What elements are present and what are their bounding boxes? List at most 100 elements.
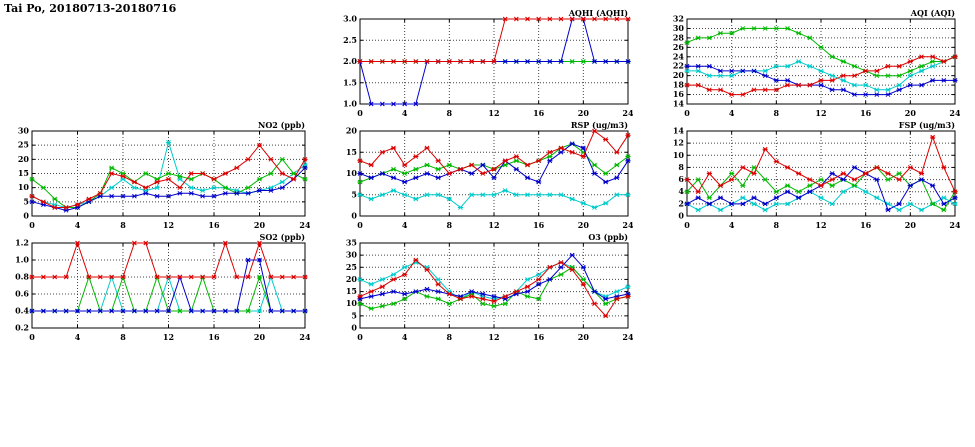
o3-chart-canvas: 0 5 10 15 20 25 30 35 0 4 8 12 16 20 24 O3 (ppb) [346,232,634,342]
aqi-ytick-label: 14 [673,99,685,109]
aqi-xtick-label: 4 [729,108,735,118]
rsp-xtick-label: 12 [488,220,499,230]
o3-ytick-label: 35 [346,238,357,248]
o3-ytick-label: 20 [346,274,358,284]
fsp-xtick-label: 16 [860,220,872,230]
fsp-xtick-label: 0 [684,220,690,230]
aqhi-ytick-label: 2.5 [343,35,357,45]
so2-xtick-label: 0 [29,332,35,342]
no2-xtick-label: 8 [120,220,126,230]
rsp-series-cyan-markers [357,188,631,210]
o3-ytick-label: 15 [346,286,357,296]
aqi-xtick-label: 20 [905,108,917,118]
chart-no2: 0 5 10 15 20 25 30 0 4 8 12 16 20 24 NO2 (ppb) [5,120,311,232]
rsp-xtick-label: 20 [578,220,590,230]
aqi-ytick-label: 22 [673,61,684,71]
aqhi-xtick-label: 8 [447,108,453,118]
no2-ytick-label: 30 [18,126,30,136]
o3-series-red-line [359,259,629,317]
o3-ytick-label: 0 [351,323,357,333]
no2-ytick-label: 5 [23,196,29,206]
no2-ytick-label: 15 [18,168,29,178]
no2-chart-canvas: 0 5 10 15 20 25 30 0 4 8 12 16 20 24 NO2 (ppb) [18,120,311,230]
rsp-ytick-label: 20 [346,126,358,136]
so2-xtick-label: 4 [75,332,81,342]
fsp-ytick-label: 2 [678,198,684,208]
fsp-xtick-label: 8 [774,220,780,230]
fsp-ytick-label: 4 [678,186,684,196]
rsp-chart-title: RSP (ug/m3) [571,120,628,130]
fsp-series-red-markers [684,134,958,195]
page-title: Tai Po, 20180713-20180716 [4,2,177,15]
rsp-ytick-label: 15 [346,147,357,157]
o3-xtick-label: 20 [578,332,590,342]
no2-xtick-label: 16 [208,220,220,230]
o3-xtick-label: 24 [622,332,633,342]
fsp-ytick-label: 12 [673,138,684,148]
fsp-xtick-label: 12 [815,220,826,230]
rsp-chart-canvas: 0 5 10 15 20 0 4 8 12 16 20 24 RSP (ug/m3) [346,120,634,230]
no2-xtick-label: 0 [29,220,35,230]
so2-ytick-label: 0.2 [15,323,29,333]
no2-ytick-label: 0 [23,211,29,221]
chart-fsp: 0 2 4 6 8 10 12 14 0 4 8 12 16 20 24 FSP (ug/m3) [660,120,961,232]
no2-ytick-label: 20 [18,154,30,164]
o3-ytick-label: 30 [346,250,358,260]
fsp-xtick-label: 20 [905,220,917,230]
fsp-xtick-label: 24 [949,220,960,230]
fsp-ytick-label: 0 [678,211,684,221]
aqi-xtick-label: 24 [949,108,960,118]
rsp-xtick-label: 24 [622,220,633,230]
o3-ytick-label: 10 [346,298,358,308]
no2-xtick-label: 24 [299,220,310,230]
o3-xtick-label: 4 [402,332,408,342]
so2-xtick-label: 16 [208,332,220,342]
rsp-xtick-label: 4 [402,220,408,230]
o3-series-red-markers [357,257,631,319]
no2-series-red-markers [29,142,308,210]
aqhi-ytick-label: 1.0 [343,99,357,109]
rsp-ytick-label: 5 [351,189,357,199]
o3-ytick-label: 25 [346,262,357,272]
so2-series-red-markers [29,240,308,280]
aqhi-ytick-label: 3.0 [343,14,357,24]
aqi-xtick-label: 8 [774,108,780,118]
rsp-series-cyan-line [359,189,628,209]
aqi-ytick-label: 24 [673,51,685,61]
fsp-chart-title: FSP (ug/m3) [899,120,955,130]
aqhi-xtick-label: 16 [533,108,545,118]
rsp-xtick-label: 8 [447,220,453,230]
o3-xtick-label: 12 [488,332,499,342]
o3-xtick-label: 8 [447,332,453,342]
aqhi-ytick-label: 1.5 [343,77,357,87]
aqhi-chart-title: AQHI (AQHI) [568,8,629,18]
aqhi-xtick-label: 24 [622,108,633,118]
aqhi-series-red-markers [357,16,631,64]
o3-ytick-label: 5 [351,310,357,320]
no2-xtick-label: 12 [163,220,174,230]
so2-ytick-label: 0.4 [15,306,29,316]
aqi-ytick-label: 28 [673,32,685,42]
so2-xtick-label: 8 [120,332,126,342]
so2-ytick-label: 0.8 [15,272,29,282]
so2-ytick-label: 0.6 [15,289,29,299]
fsp-ytick-label: 14 [673,126,685,136]
fsp-xtick-label: 4 [729,220,735,230]
aqi-series-red-markers [684,54,958,97]
so2-chart-title: SO2 (ppb) [260,232,306,242]
aqi-ytick-label: 18 [673,80,685,90]
aqhi-ytick-label: 2.0 [343,56,357,66]
aqhi-xtick-label: 12 [488,108,499,118]
aqhi-chart-canvas: 1.0 1.5 2.0 2.5 3.0 0 4 8 12 16 20 24 AQHI (AQHI) [343,8,634,118]
o3-chart-title: O3 (ppb) [588,232,628,242]
aqi-ytick-label: 16 [673,89,685,99]
aqhi-xtick-label: 0 [357,108,363,118]
aqi-ytick-label: 30 [673,23,685,33]
aqhi-xtick-label: 4 [402,108,408,118]
aqi-ytick-label: 32 [673,14,684,24]
no2-chart-title: NO2 (ppb) [258,120,305,130]
aqi-xtick-label: 0 [684,108,690,118]
so2-ytick-label: 1.0 [15,255,29,265]
rsp-ytick-label: 10 [346,168,358,178]
